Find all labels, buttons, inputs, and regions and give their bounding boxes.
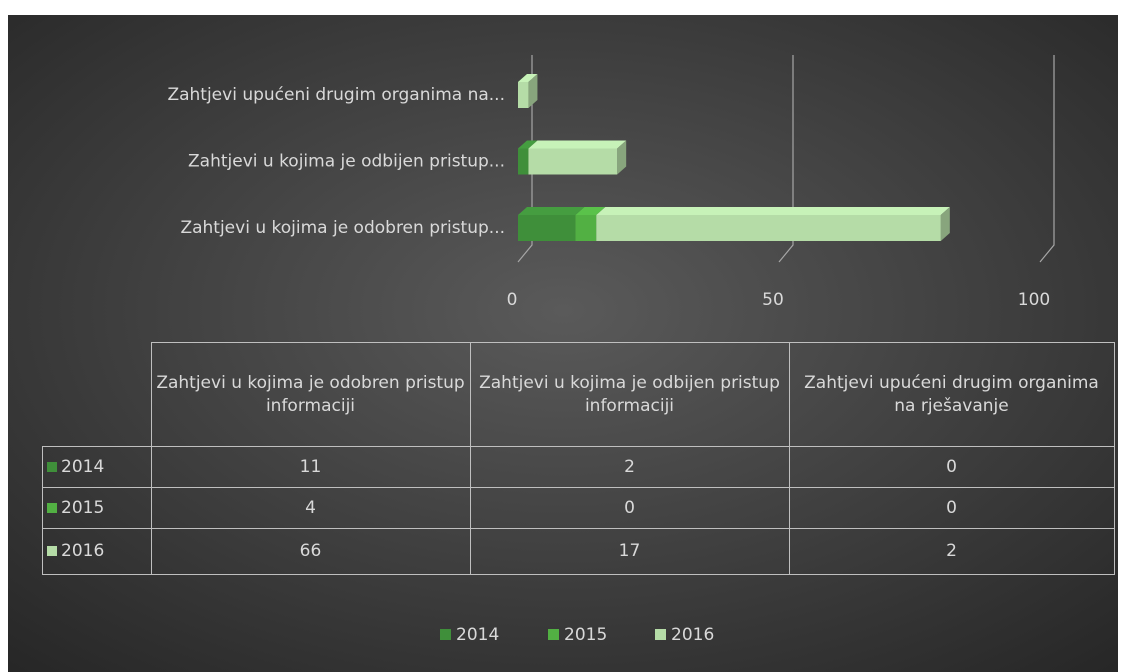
legend-key: [47, 461, 57, 472]
x-tick-label: 0: [507, 290, 518, 310]
bar-top: [575, 207, 606, 215]
table-cell: 2: [788, 528, 1115, 575]
table-cell: 66: [150, 528, 471, 575]
table-row: 2016 66 17 2: [42, 528, 1115, 575]
grid-line: [1039, 55, 1055, 263]
x-tick-label: 50: [762, 290, 784, 310]
bar: [596, 215, 941, 241]
data-table: Zahtjevi u kojima je odobren pristup inf…: [42, 342, 1115, 575]
bar-segment: [518, 74, 538, 108]
bar: [518, 148, 529, 175]
bar: [518, 82, 529, 108]
legend-label: 2016: [671, 625, 714, 645]
table-cell: 2: [469, 446, 790, 488]
grid-line: [517, 55, 533, 263]
table-cell: 17: [469, 528, 790, 575]
bar-top: [518, 207, 585, 215]
series-name: 2016: [61, 541, 105, 561]
legend-key: [548, 629, 559, 640]
bar-side: [940, 207, 950, 241]
legend-label: 2014: [456, 625, 499, 645]
table-cell: 0: [788, 487, 1115, 529]
table-row-header: 2015: [42, 487, 152, 529]
bar: [575, 215, 597, 241]
y-tick-label: Zahtjevi upućeni drugim organima na...: [167, 85, 505, 105]
table-row: 2015 4 0 0: [42, 487, 1115, 529]
legend-key: [655, 629, 666, 640]
y-tick-label: Zahtjevi u kojima je odobren pristup...: [180, 218, 505, 238]
bar: [518, 215, 576, 241]
bar-side: [528, 74, 538, 108]
table-row: 2014 11 2 0: [42, 446, 1115, 488]
x-tick-label: 100: [1018, 290, 1050, 310]
table-cell: 0: [469, 487, 790, 529]
legend-key: [47, 502, 57, 513]
table-header: Zahtjevi u kojima je odbijen pristup inf…: [469, 342, 790, 447]
legend-label: 2015: [564, 625, 607, 645]
table-row-header: 2014: [42, 446, 152, 488]
table-corner: [42, 342, 152, 447]
table-cell: 11: [150, 446, 471, 488]
bar-segment: [596, 207, 950, 241]
bar-segment: [528, 140, 627, 175]
table-header-row: Zahtjevi u kojima je odobren pristup inf…: [42, 342, 1115, 447]
bar-side: [617, 140, 627, 175]
grid-line: [778, 55, 794, 263]
bar-top: [528, 140, 627, 149]
table-header: Zahtjevi upućeni drugim organima na rješ…: [788, 342, 1115, 447]
y-tick-label: Zahtjevi u kojima je odbijen pristup...: [188, 152, 505, 172]
legend-key: [440, 629, 451, 640]
legend-key: [47, 546, 57, 556]
table-header: Zahtjevi u kojima je odobren pristup inf…: [150, 342, 471, 447]
bar: [528, 148, 618, 175]
bar-top: [518, 74, 538, 82]
series-name: 2015: [61, 497, 105, 518]
series-name: 2014: [61, 456, 105, 477]
bar-top: [596, 207, 950, 215]
bar-segment: [518, 207, 585, 241]
table-cell: 4: [150, 487, 471, 529]
table-row-header: 2016: [42, 528, 152, 575]
table-cell: 0: [788, 446, 1115, 488]
bar-top: [518, 140, 538, 149]
